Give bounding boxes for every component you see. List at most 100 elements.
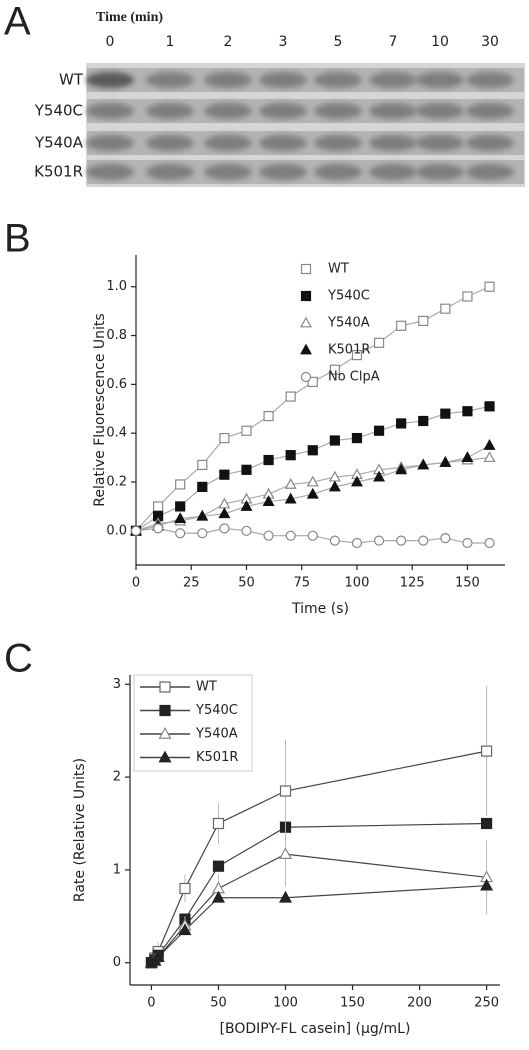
gel-lane-label: 30 <box>481 34 499 50</box>
series-line <box>151 885 487 964</box>
data-point <box>328 480 341 492</box>
data-point <box>440 408 451 419</box>
panel-label: B <box>4 217 31 261</box>
series-line <box>135 405 490 532</box>
data-point <box>351 349 363 361</box>
data-point <box>175 501 186 512</box>
data-point <box>219 523 230 534</box>
data-point <box>483 451 496 463</box>
data-point <box>307 530 318 541</box>
data-point <box>174 512 187 524</box>
gel-lane-label: 10 <box>431 34 449 50</box>
data-point <box>440 303 451 314</box>
data-point <box>211 890 225 903</box>
legend-marker <box>300 371 312 383</box>
legend-label: No ClpA <box>328 370 380 385</box>
data-point <box>484 537 495 549</box>
gel-band <box>86 135 134 151</box>
gel-lane-label: 7 <box>389 34 398 50</box>
data-point <box>212 860 225 872</box>
gel-band <box>204 72 252 88</box>
data-point <box>306 487 319 499</box>
data-point <box>480 745 493 757</box>
data-point <box>241 425 252 436</box>
gel-band <box>204 164 252 180</box>
data-point <box>241 525 252 536</box>
gel-band <box>369 103 417 119</box>
panel-label: C <box>4 637 33 681</box>
data-point <box>307 376 318 388</box>
gel-band <box>86 72 134 88</box>
data-point <box>130 525 142 536</box>
gel-band <box>204 135 252 151</box>
data-point <box>219 469 230 480</box>
x-tick-label: 150 <box>340 996 365 1011</box>
gel-band <box>369 135 417 151</box>
data-point <box>278 847 293 859</box>
data-point <box>440 533 451 544</box>
gel-band <box>259 103 307 119</box>
data-point <box>329 435 340 446</box>
gel-band <box>259 135 307 151</box>
gel-band <box>86 103 134 119</box>
y-tick-label: 1.0 <box>106 279 127 294</box>
data-point <box>462 537 473 549</box>
gel-band <box>146 72 194 88</box>
data-point <box>175 528 186 539</box>
x-tick-label: 50 <box>238 576 255 591</box>
x-tick-label: 100 <box>273 996 298 1011</box>
data-point <box>263 530 274 541</box>
legend-marker <box>158 727 172 739</box>
series-line <box>151 822 487 964</box>
data-point <box>285 391 296 402</box>
data-point <box>418 315 429 327</box>
data-point <box>396 320 407 331</box>
gel-band <box>146 164 194 180</box>
gel-lane-label: 2 <box>224 34 233 50</box>
data-point <box>196 509 209 521</box>
gel-lane-label: 1 <box>166 34 175 50</box>
data-point <box>484 281 495 292</box>
legend-marker <box>300 316 312 328</box>
gel-band <box>259 164 307 180</box>
data-point <box>439 456 452 467</box>
data-point <box>240 499 253 511</box>
gel-panel: A Time (min) <box>4 0 525 187</box>
series-line <box>151 853 487 964</box>
data-point <box>462 291 473 302</box>
data-point <box>212 817 225 830</box>
gel-band <box>416 135 464 151</box>
gel-band <box>314 135 362 151</box>
x-tick-label: 0 <box>132 576 140 591</box>
data-point <box>461 451 474 463</box>
gel-row-label: K501R <box>34 163 83 181</box>
gel-band <box>259 72 307 88</box>
data-point <box>175 479 186 490</box>
series-line <box>150 750 487 964</box>
data-point <box>197 528 208 539</box>
x-tick-label: 200 <box>407 996 432 1011</box>
data-point <box>284 478 297 489</box>
gel-band <box>314 103 362 119</box>
data-point <box>395 463 408 475</box>
y-tick-label: 0.8 <box>106 328 127 343</box>
data-point <box>263 411 274 422</box>
data-point <box>483 438 496 450</box>
legend-marker <box>159 681 171 693</box>
data-point <box>329 535 340 546</box>
data-point <box>480 817 493 830</box>
data-point <box>417 458 430 470</box>
gel-title: Time (min) <box>96 10 163 25</box>
data-point <box>179 882 191 895</box>
data-point <box>350 475 363 487</box>
data-point <box>263 454 274 466</box>
data-point <box>373 470 386 482</box>
x-tick-label: 125 <box>400 576 425 591</box>
legend-label: WT <box>328 262 349 277</box>
gel-band <box>466 103 514 119</box>
gel-band <box>146 103 194 119</box>
data-point <box>373 425 385 436</box>
gel-band <box>314 164 362 180</box>
